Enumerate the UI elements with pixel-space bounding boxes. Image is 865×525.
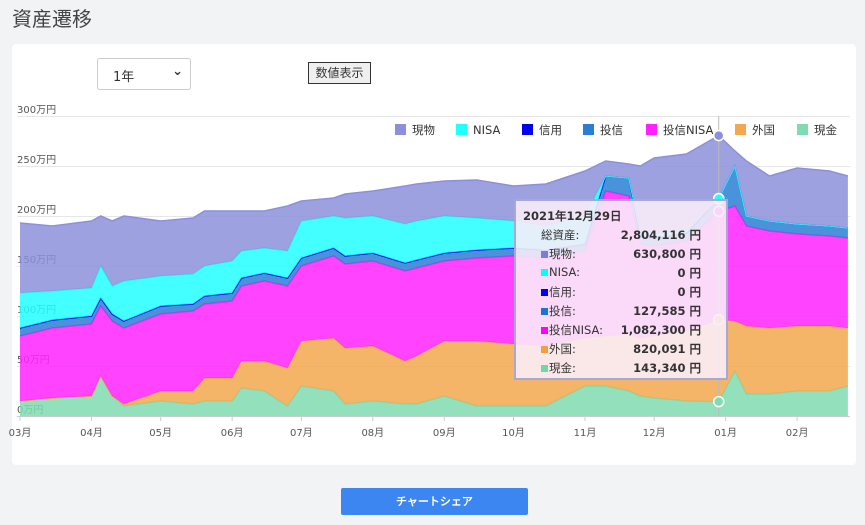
legend-label: 現金	[814, 123, 837, 137]
x-tick-label: 08月	[361, 427, 384, 439]
legend-label: 投信NISA	[663, 123, 714, 137]
period-select-value: 1年	[113, 70, 135, 85]
x-tick-label: 07月	[290, 427, 313, 439]
series-swatch-icon	[541, 269, 548, 276]
tooltip-label: 投信:	[541, 303, 576, 319]
x-tick-label: 04月	[80, 427, 103, 439]
legend-label: 信用	[539, 123, 562, 137]
y-tick-label: 200万円	[17, 205, 56, 216]
legend-swatch	[646, 124, 657, 135]
show-values-button[interactable]: 数値表示	[308, 62, 371, 84]
legend-label: NISA	[473, 123, 501, 137]
tooltip-row: 外国: 820,091 円	[541, 341, 701, 359]
y-tick-label: 250万円	[17, 155, 56, 166]
series-swatch-icon	[541, 327, 548, 334]
tooltip-row: 現金: 143,340 円	[541, 360, 701, 378]
period-select[interactable]: 1年 ⌄	[97, 58, 191, 90]
tooltip-value: 0 円	[677, 266, 701, 280]
tooltip-label-text: 投信NISA:	[549, 323, 604, 337]
x-tick-label: 03月	[9, 427, 32, 439]
x-tick-label: 01月	[714, 427, 737, 439]
tooltip-label-text: 外国:	[549, 342, 576, 356]
x-tick-label: 09月	[433, 427, 456, 439]
x-tick-label: 05月	[149, 427, 172, 439]
y-tick-label: 300万円	[17, 105, 56, 116]
tooltip-label: 信用:	[541, 284, 576, 300]
legend-label: 投信	[600, 123, 623, 137]
area-0	[20, 371, 848, 416]
tooltip-label: 現金:	[541, 360, 576, 376]
x-tick-label: 10月	[502, 427, 525, 439]
series-swatch-icon	[541, 365, 548, 372]
tooltip-value: 143,340 円	[633, 361, 701, 375]
tooltip-label: 投信NISA:	[541, 322, 603, 338]
tooltip-label: 総資産:	[541, 227, 579, 243]
legend-label: 現物	[412, 123, 435, 137]
legend-swatch	[456, 124, 467, 135]
tooltip-row: NISA: 0 円	[541, 265, 701, 283]
tooltip-row: 現物: 630,800 円	[541, 246, 701, 264]
hover-marker	[712, 129, 725, 142]
legend-swatch	[735, 124, 746, 135]
series-swatch-icon	[541, 251, 548, 258]
tooltip-label-text: 現物:	[549, 247, 576, 261]
legend-swatch	[395, 124, 406, 135]
tooltip-row: 投信NISA: 1,082,300 円	[541, 322, 701, 340]
x-tick-label: 11月	[574, 427, 597, 439]
series-swatch-icon	[541, 289, 548, 296]
tooltip-date: 2021年12月29日	[523, 209, 622, 223]
tooltip-value: 820,091 円	[633, 342, 701, 356]
chevron-down-icon: ⌄	[172, 64, 183, 79]
x-tick-label: 12月	[643, 427, 666, 439]
chart-tooltip: 2021年12月29日 総資産: 2,804,116 円現物: 630,800 円 N…	[514, 199, 728, 380]
tooltip-value: 0 円	[677, 285, 701, 299]
legend-swatch	[522, 124, 533, 135]
tooltip-value: 127,585 円	[633, 304, 701, 318]
x-tick-label: 06月	[221, 427, 244, 439]
legend-swatch	[583, 124, 594, 135]
tooltip-row: 総資産: 2,804,116 円	[541, 227, 701, 245]
hover-marker	[712, 395, 725, 408]
tooltip-label-text: 現金:	[549, 361, 576, 375]
tooltip-label: NISA:	[541, 265, 580, 279]
legend-swatch	[797, 124, 808, 135]
tooltip-label-text: 投信:	[549, 304, 576, 318]
tooltip-value: 630,800 円	[633, 247, 701, 261]
tooltip-value: 2,804,116 円	[620, 228, 701, 242]
tooltip-label: 現物:	[541, 246, 576, 262]
tooltip-label: 外国:	[541, 341, 576, 357]
tooltip-row: 信用: 0 円	[541, 284, 701, 302]
x-tick-label: 02月	[786, 427, 809, 439]
area-5	[20, 166, 848, 328]
page-title: 資産遷移	[12, 7, 92, 31]
series-swatch-icon	[541, 346, 548, 353]
legend-label: 外国	[752, 123, 775, 137]
tooltip-value: 1,082,300 円	[620, 323, 701, 337]
series-swatch-icon	[541, 308, 548, 315]
tooltip-label-text: 信用:	[549, 285, 576, 299]
chart-share-button[interactable]: チャートシェア	[341, 488, 528, 515]
tooltip-label-text: 総資産:	[541, 228, 580, 242]
area-6	[20, 135, 848, 293]
tooltip-label-text: NISA:	[549, 265, 581, 279]
tooltip-row: 投信: 127,585 円	[541, 303, 701, 321]
